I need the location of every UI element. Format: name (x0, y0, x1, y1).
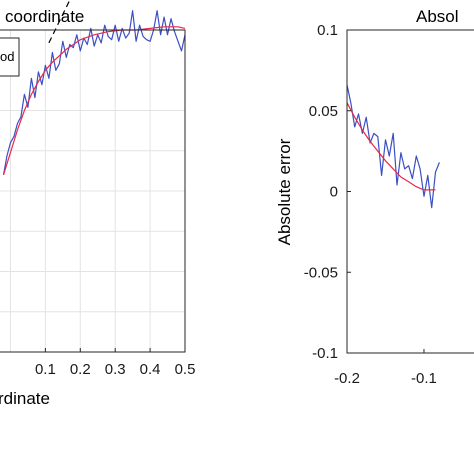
right-y-tick-label: 0 (330, 184, 338, 201)
right-series (346, 84, 440, 209)
right-x-ticks: -0.2 -0.1 (334, 349, 437, 387)
left-axes-frame (0, 29, 186, 353)
right-plot-background (347, 30, 474, 353)
left-series (2, 0, 186, 176)
left-legend: od (0, 37, 20, 77)
left-x-tick-label: 0.4 (140, 361, 161, 378)
right-x-tick-label: -0.1 (411, 370, 437, 387)
left-x-ticks: 0.1 0.2 0.3 0.4 0.5 (35, 348, 195, 378)
left-legend-box (0, 37, 20, 77)
right-x-tick-label: -0.2 (334, 370, 360, 387)
left-title: coordinate (5, 7, 84, 26)
left-series-line-3 (48, 0, 71, 44)
right-y-tick-label: 0.05 (309, 103, 338, 120)
left-x-tick-label: 0.3 (105, 361, 126, 378)
left-x-tick-label: 0.5 (175, 361, 196, 378)
left-legend-entry: od (0, 49, 14, 64)
right-title: Absol (416, 7, 459, 26)
left-panel: 0.1 0.2 0.3 0.4 0.5 coordinate rdinate od (0, 0, 195, 408)
left-x-label: rdinate (0, 389, 50, 408)
right-y-tick-label: -0.05 (304, 264, 338, 281)
right-y-label: Absolute error (275, 138, 294, 245)
left-x-tick-label: 0.1 (35, 361, 56, 378)
right-y-ticks: 0.1 0.05 0 -0.05 -0.1 (304, 22, 351, 362)
left-x-tick-label: 0.2 (70, 361, 91, 378)
right-series-line-1 (346, 84, 440, 209)
left-grid (0, 30, 186, 352)
left-series-line-2 (2, 26, 186, 176)
right-series-line-2 (346, 102, 436, 191)
right-panel: -0.2 -0.1 0.1 0.05 0 -0.05 -0.1 Absol Absolut… (275, 7, 474, 387)
right-y-tick-label: -0.1 (312, 345, 338, 362)
right-y-tick-label: 0.1 (317, 22, 338, 39)
